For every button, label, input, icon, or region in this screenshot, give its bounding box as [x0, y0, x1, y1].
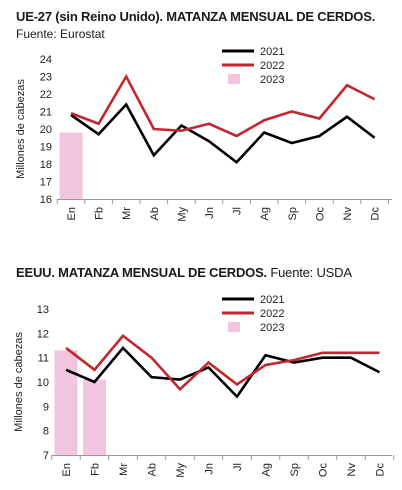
- chart2-bar-2023-en: [54, 350, 78, 455]
- chart1-y-tick-label: 18: [40, 159, 52, 171]
- chart2-title: EEUU. MATANZA MENSUAL DE CERDOS.: [16, 265, 267, 280]
- chart2-x-tick-label-ag: Ag: [261, 463, 273, 476]
- chart1-x-tick-label-oc: Oc: [314, 207, 326, 222]
- chart2-line-2021: [65, 345, 381, 399]
- chart2-y-tick-label: 13: [37, 304, 49, 316]
- chart2-x-tick-label-dc: Dc: [375, 463, 387, 477]
- chart1-x-tick-label-my: My: [176, 207, 188, 222]
- chart2-bar-2023-fb: [83, 379, 106, 455]
- chart2-line-2022: [65, 333, 380, 392]
- chart2-legend-label-2021: 2021: [260, 294, 284, 306]
- chart1-title: UE-27 (sin Reino Unido). MATANZA MENSUAL…: [16, 9, 376, 24]
- chart2-x-tick-label-fb: Fb: [90, 463, 102, 476]
- chart2-legend-label-2022: 2022: [260, 308, 284, 320]
- chart2-y-tick-label: 11: [38, 353, 49, 365]
- chart2-y-tick-label: 10: [37, 377, 49, 389]
- chart1-y-tick-label: 16: [40, 194, 52, 206]
- chart1-legend-label-2023: 2023: [260, 74, 284, 86]
- chart1-x-tick-label-nv: Nv: [342, 207, 354, 221]
- chart2-y-axis-label: Millones de cabezas: [13, 332, 25, 432]
- chart1-legend-swatch-2023: [228, 74, 240, 84]
- chart1-x-tick-label-en: En: [66, 207, 78, 220]
- chart1-y-tick-label: 20: [40, 124, 52, 136]
- chart2-x-tick-label-jl: Jl: [232, 463, 244, 471]
- chart2-x-tick-label-mr: Mr: [118, 463, 130, 476]
- chart1-y-tick-label: 22: [40, 89, 52, 101]
- chart1-x-tick-label-ab: Ab: [149, 207, 161, 220]
- chart1-y-axis-label: Millones de cabezas: [15, 79, 27, 179]
- chart2-subtitle: Fuente: USDA: [270, 265, 352, 280]
- chart1-x-tick-label-fb: Fb: [94, 207, 106, 220]
- chart1-y-tick-label: 23: [40, 72, 52, 84]
- chart2-y-tick-label: 9: [43, 401, 49, 413]
- chart1-line-2021: [70, 102, 376, 164]
- chart2-title-line: EEUU. MATANZA MENSUAL DE CERDOS. Fuente:…: [16, 265, 352, 280]
- chart1-y-tick-label: 24: [40, 54, 52, 66]
- chart1-y-tick-label: 19: [40, 142, 52, 154]
- chart2-x-tick-label-ab: Ab: [147, 463, 159, 476]
- chart1-legend-label-2021: 2021: [260, 46, 284, 58]
- chart1-bar-2023-en: [59, 132, 83, 199]
- chart2-legend-swatch-2023: [228, 322, 240, 332]
- chart1-y-tick-label: 21: [40, 107, 52, 119]
- chart2-x-tick-label-my: My: [175, 463, 187, 478]
- chart2-y-tick-label: 12: [37, 328, 49, 340]
- chart1-legend-label-2022: 2022: [260, 60, 284, 72]
- chart2-x-tick-label-jn: Jn: [204, 463, 216, 475]
- chart2-legend-label-2023: 2023: [260, 322, 284, 334]
- chart1-y-tick-label: 17: [40, 177, 52, 189]
- chart1-x-tick-label-mr: Mr: [121, 207, 133, 220]
- chart1-x-tick-label-jl: Jl: [232, 207, 244, 215]
- chart1-subtitle: Fuente: Eurostat: [16, 27, 105, 41]
- chart2-y-tick-label: 8: [43, 426, 49, 438]
- chart2-y-tick-label: 7: [43, 450, 49, 462]
- chart1-x-tick-label-dc: Dc: [370, 207, 382, 221]
- chart1-line-2022: [70, 73, 376, 138]
- chart2-x-tick-label-nv: Nv: [346, 463, 358, 477]
- chart2-x-tick-label-sp: Sp: [289, 463, 301, 476]
- chart1-x-tick-label-sp: Sp: [287, 207, 299, 220]
- chart1-x-tick-label-ag: Ag: [259, 207, 271, 220]
- chart1-x-tick-label-jn: Jn: [204, 207, 216, 219]
- chart2-x-tick-label-en: En: [61, 463, 73, 476]
- chart2-x-tick-label-oc: Oc: [318, 463, 330, 478]
